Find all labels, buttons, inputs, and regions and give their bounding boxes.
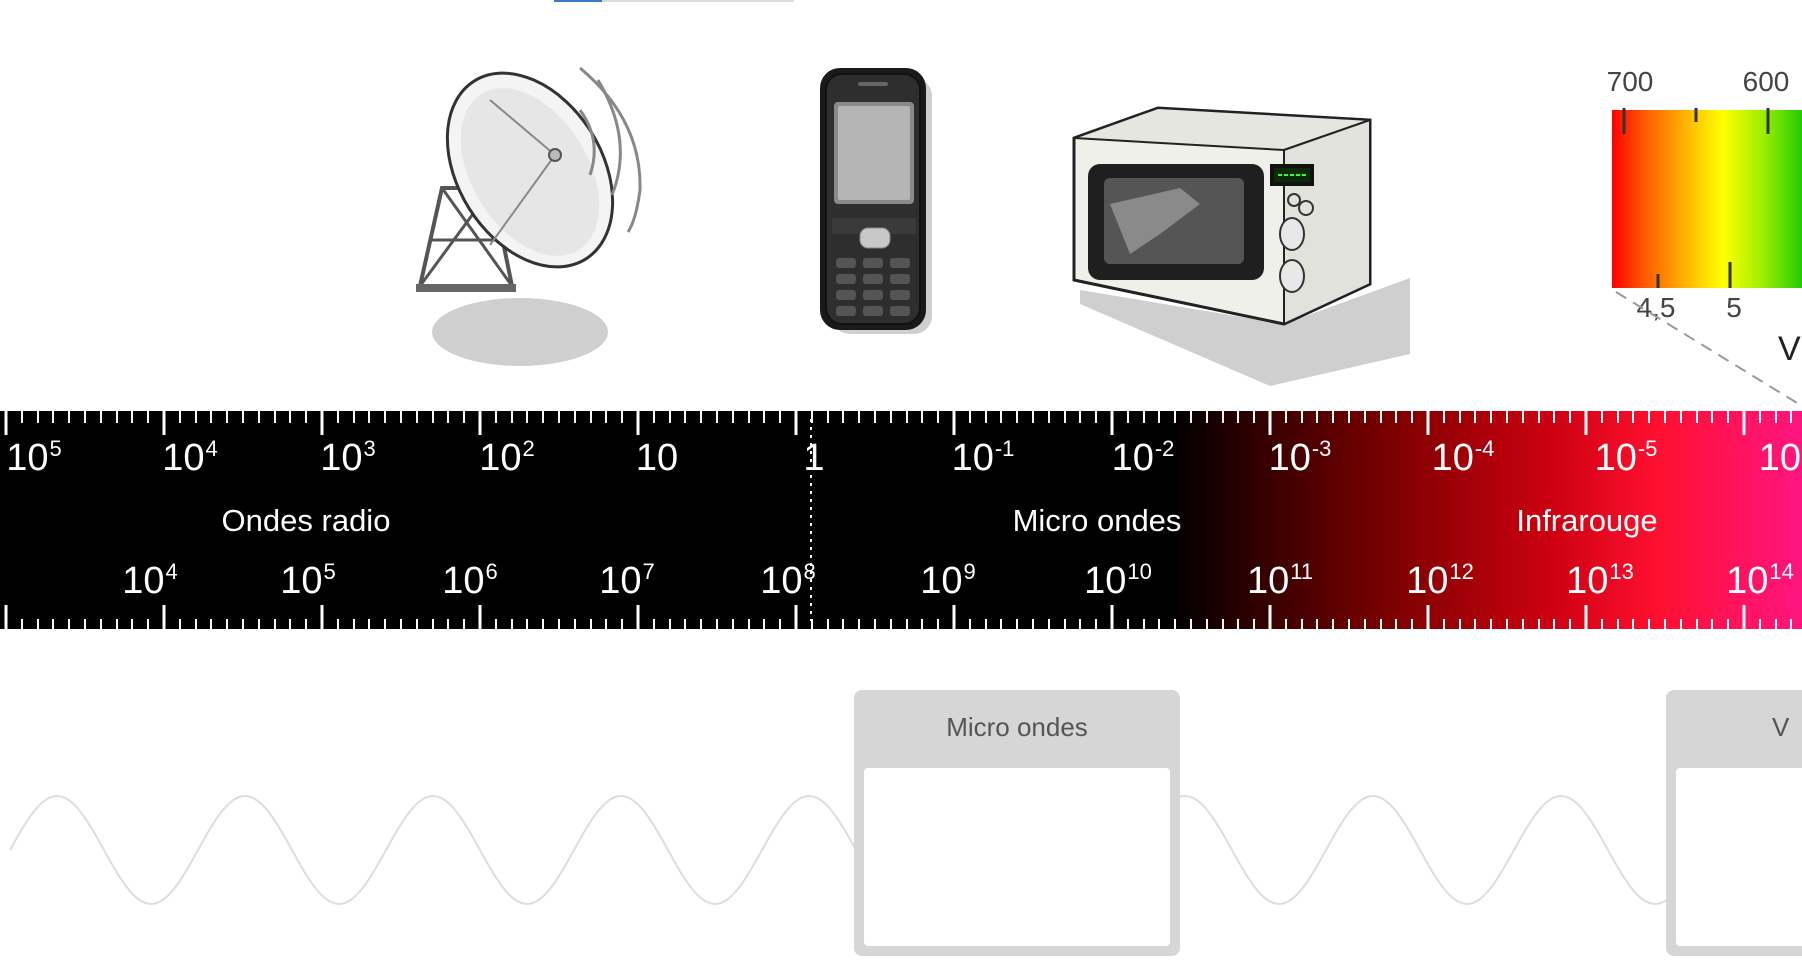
- frequency-tick-label: 1012: [1406, 559, 1474, 602]
- band-label-infrared: Infrarouge: [1516, 503, 1658, 538]
- band-label-radio: Ondes radio: [221, 503, 391, 538]
- card-title: V: [1772, 712, 1790, 742]
- wavelength-tick-label: 10-5: [1594, 436, 1658, 479]
- top-tab-active-indicator[interactable]: [554, 0, 602, 2]
- visible-wavelength-700-label: 700: [1606, 66, 1654, 97]
- wavelength-tick-label: 10-3: [1268, 436, 1332, 479]
- frequency-tick-label: 1013: [1566, 559, 1634, 602]
- satellite-dish-icon[interactable]: [380, 60, 660, 380]
- wavelength-tick-label: 1: [803, 437, 825, 479]
- wavelength-tick-label: 10-1: [951, 436, 1015, 479]
- frequency-tick-label: 105: [280, 559, 336, 602]
- frequency-tick-label: 108: [760, 559, 816, 602]
- frequency-tick-label: 1011: [1246, 559, 1314, 602]
- band-label-microwave: Micro ondes: [1012, 503, 1182, 538]
- visible-wavelength-600-label: 600: [1742, 66, 1790, 97]
- wavelength-tick-label: 10-4: [1431, 436, 1495, 479]
- microwave-oven-icon[interactable]: [1070, 104, 1420, 394]
- wavelength-tick-label: 104: [162, 436, 218, 479]
- mobile-phone-icon[interactable]: [820, 68, 940, 338]
- card-drop-zone[interactable]: [1676, 768, 1802, 946]
- frequency-tick-label: 109: [920, 559, 976, 602]
- frequency-tick-label: 107: [599, 559, 655, 602]
- wavelength-tick-label: 105: [6, 436, 62, 479]
- visible-drop-card[interactable]: V: [1666, 690, 1802, 956]
- card-drop-zone[interactable]: [864, 768, 1170, 946]
- wavelength-tick-label: 103: [320, 436, 376, 479]
- card-title: Micro ondes: [946, 712, 1088, 742]
- frequency-tick-label: 104: [122, 559, 178, 602]
- frequency-tick-label: 1010: [1084, 559, 1152, 602]
- frequency-tick-label: 106: [442, 559, 498, 602]
- visible-label: V: [1778, 330, 1801, 368]
- visible-frequency-5-label: 5: [1726, 292, 1742, 323]
- electromagnetic-scale: 105 104 103 102 10 1 10-1 10-2 10-3 10-4…: [0, 409, 1802, 631]
- frequency-tick-label: 1014: [1726, 559, 1794, 602]
- visible-inset-connector: [1615, 291, 1802, 407]
- top-tab-strip: [554, 0, 794, 2]
- visible-spectrum-ticks: [1622, 108, 1770, 288]
- wavelength-tick-label: 102: [479, 436, 535, 479]
- wavelength-tick-label: 10: [635, 437, 679, 479]
- microwave-clock-display: [1274, 168, 1310, 182]
- visible-spectrum-band: [1612, 110, 1802, 288]
- wavelength-tick-label: 10-: [1758, 437, 1802, 479]
- wavelength-tick-label: 10-2: [1111, 436, 1175, 479]
- scale-ticks: [0, 409, 1802, 631]
- microwave-drop-card[interactable]: Micro ondes: [854, 690, 1180, 956]
